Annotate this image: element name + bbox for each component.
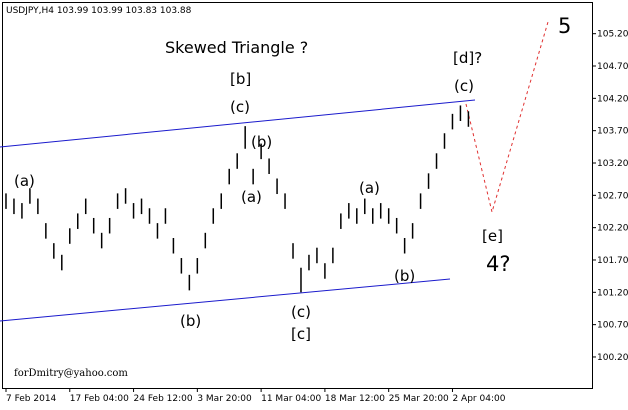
wave-label: Skewed Triangle ? [165, 38, 308, 57]
channel-lower [0, 278, 451, 322]
y-tick-label: 103.20 [597, 159, 628, 169]
y-tick-label: 103.70 [597, 127, 628, 137]
wave-label: (c) [230, 98, 250, 116]
x-tick-label: 2 Apr 04:00 [452, 394, 505, 404]
y-tick-label: 101.20 [597, 288, 628, 298]
chart-title: USDJPY,H4 103.99 103.99 103.83 103.88 [6, 6, 192, 16]
projection [465, 21, 549, 214]
channel-upper [0, 99, 476, 148]
x-tick-label: 3 Mar 20:00 [197, 394, 252, 404]
y-tick-label: 105.20 [597, 30, 628, 40]
x-tick-label: 24 Feb 12:00 [134, 394, 193, 404]
y-tick-label: 100.20 [597, 353, 628, 363]
y-tick-label: 102.70 [597, 191, 628, 201]
x-tick-label: 7 Feb 2014 [6, 394, 57, 404]
wave-label: 5 [558, 14, 571, 38]
wave-label: [e] [482, 227, 503, 245]
wave-label: (a) [359, 179, 380, 197]
y-tick-label: 101.70 [597, 256, 628, 266]
wave-label: (c) [454, 77, 474, 95]
wave-label: 4? [486, 252, 511, 276]
x-tick-label: 18 Mar 12:00 [325, 394, 385, 404]
wave-label: [d]? [453, 49, 482, 67]
x-tick-label: 25 Mar 20:00 [389, 394, 449, 404]
wave-label: (b) [180, 312, 201, 330]
wave-label: [b] [230, 70, 251, 88]
wave-label: (c) [291, 303, 311, 321]
x-tick-label: 17 Feb 04:00 [70, 394, 129, 404]
y-tick-label: 104.20 [597, 94, 628, 104]
y-tick-label: 100.70 [597, 321, 628, 331]
x-tick-label: 11 Mar 04:00 [261, 394, 321, 404]
watermark: forDmitry@yahoo.com [14, 368, 128, 379]
plot-frame [2, 2, 593, 389]
wave-label: (b) [251, 133, 272, 151]
wave-label: (a) [241, 188, 262, 206]
y-tick-label: 102.20 [597, 224, 628, 234]
wave-label: [c] [291, 325, 311, 343]
y-tick-label: 104.70 [597, 62, 628, 72]
wave-label: (a) [14, 172, 35, 190]
wave-label: (b) [394, 267, 415, 285]
